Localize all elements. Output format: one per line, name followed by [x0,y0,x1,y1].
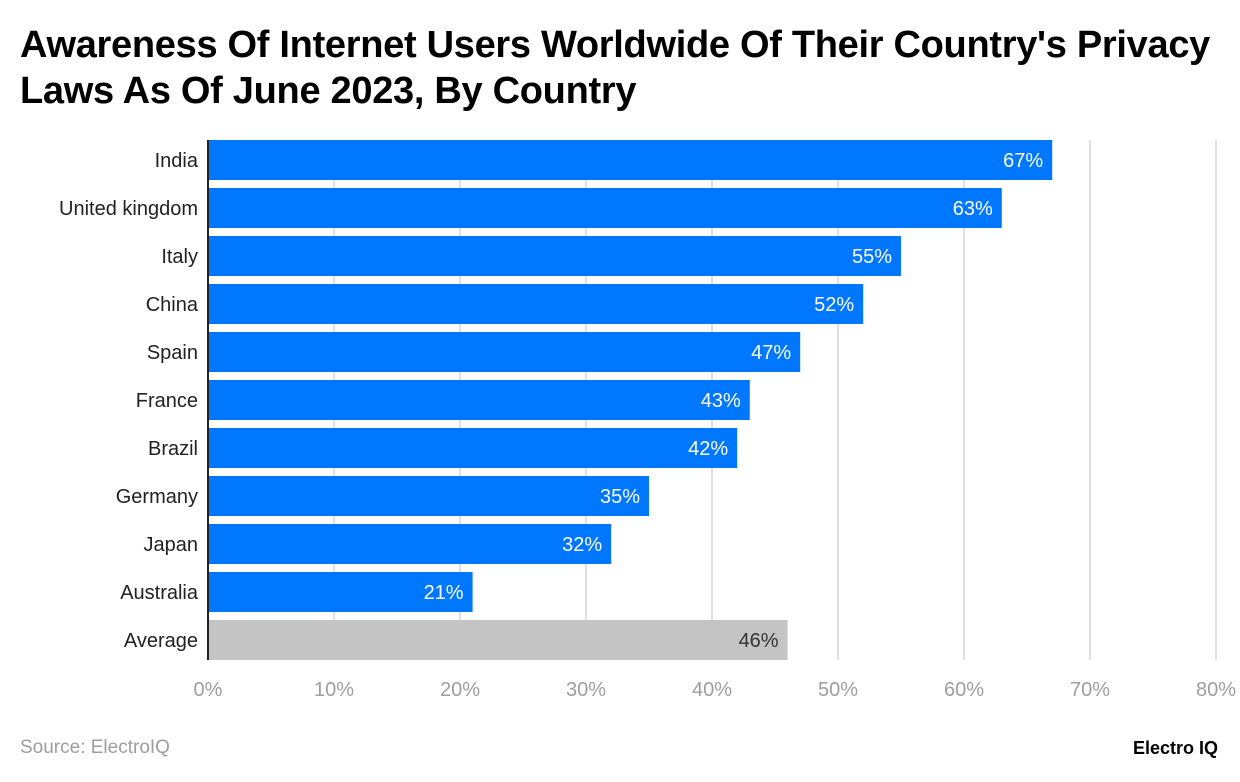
bar [208,476,649,516]
x-tick-label: 70% [1070,679,1110,701]
category-label: Australia [120,582,199,604]
bar [208,284,864,324]
x-tick-label: 50% [818,679,858,701]
x-tick-label: 10% [314,679,354,701]
data-label: 55% [852,246,892,268]
bar [208,524,612,564]
bar [208,188,1002,228]
x-tick-label: 30% [566,679,606,701]
category-label: India [155,150,199,172]
category-label: Brazil [148,438,198,460]
data-label: 21% [424,582,464,604]
category-label: Spain [147,342,198,364]
data-label: 43% [701,390,741,412]
x-tick-label: 40% [692,679,732,701]
data-label: 42% [688,438,728,460]
bar [208,236,901,276]
data-label: 67% [1003,150,1043,172]
data-label: 46% [739,630,779,652]
bar [208,332,801,372]
category-label: France [136,390,198,412]
category-label: Italy [161,246,198,268]
brand-logo: Electro IQ [1132,738,1218,758]
x-tick-label: 20% [440,679,480,701]
data-label: 52% [814,294,854,316]
x-tick-label: 60% [944,679,984,701]
category-label: United kingdom [59,198,198,220]
bar [208,428,738,468]
bar [208,620,788,660]
bar [208,572,473,612]
data-label: 63% [953,198,993,220]
category-label: Germany [116,486,198,508]
category-label: Average [124,630,198,652]
data-label: 47% [751,342,791,364]
x-tick-label: 0% [194,679,223,701]
chart-title: Awareness Of Internet Users Worldwide Of… [20,24,1211,112]
x-tick-label: 80% [1196,679,1236,701]
source-note: Source: ElectroIQ [20,737,170,758]
data-label: 35% [600,486,640,508]
bar [208,140,1053,180]
category-label: Japan [144,534,199,556]
bar [208,380,750,420]
category-label: China [146,294,199,316]
data-label: 32% [562,534,602,556]
